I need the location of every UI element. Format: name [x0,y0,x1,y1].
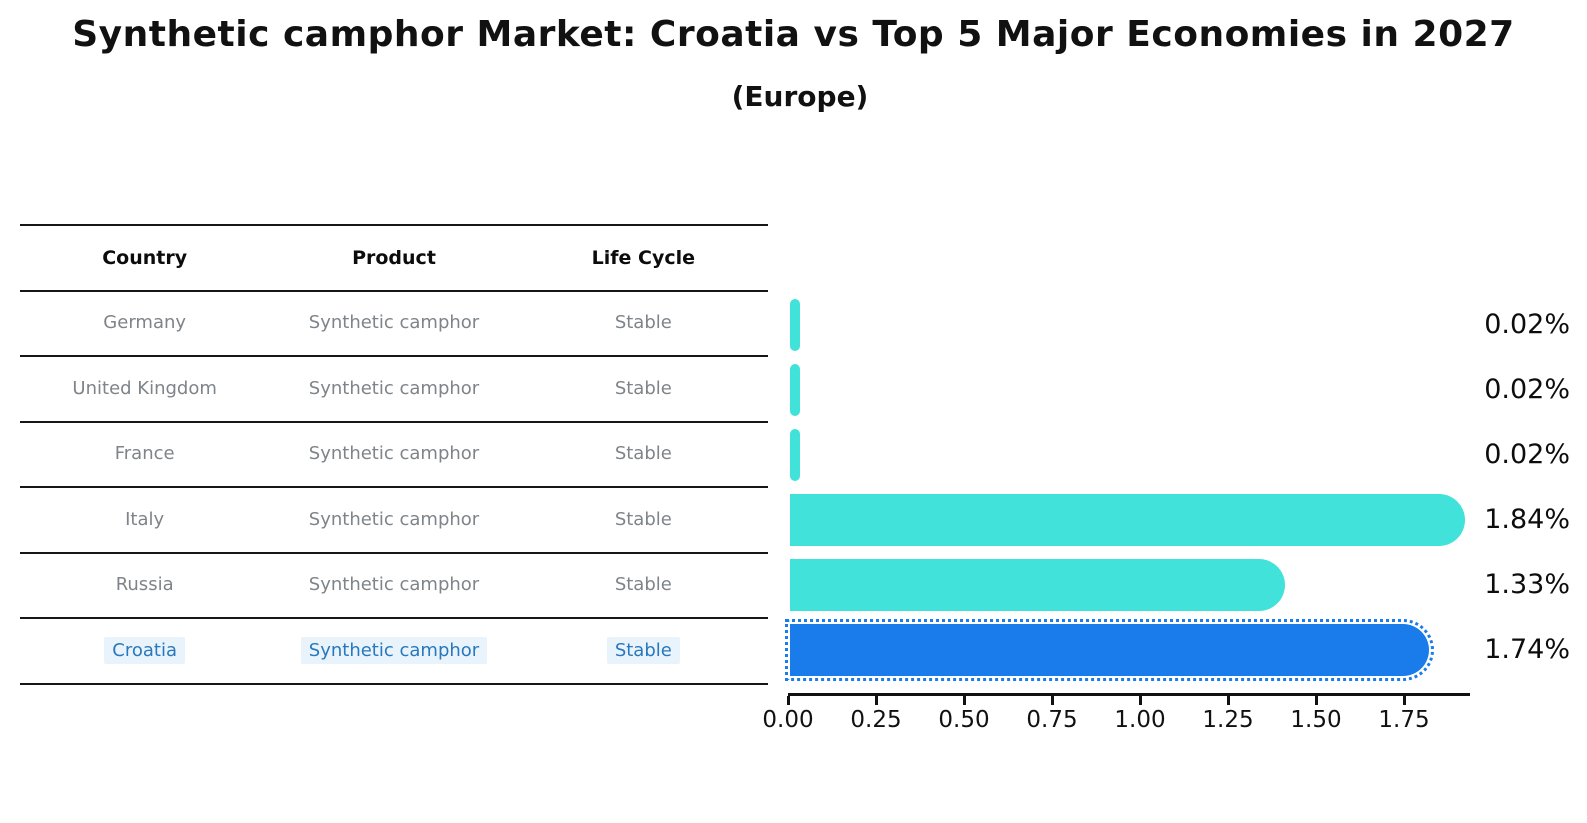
cell-country: Italy [20,509,269,530]
cell-life-cycle: Stable [519,509,768,530]
x-axis-tick [1139,696,1142,705]
table-row-france: France Synthetic camphor Stable [20,421,768,486]
table-divider [20,617,768,619]
life-cycle-label: Stable [614,377,672,399]
cell-product: Synthetic camphor [269,636,518,664]
x-axis-tick [787,696,790,705]
cell-product: Synthetic camphor [269,312,518,333]
table-divider [20,552,768,554]
x-axis-tick [1227,696,1230,705]
chart-title: Synthetic camphor Market: Croatia vs Top… [72,14,1515,55]
x-axis-tick [1051,696,1054,705]
table-row-italy: Italy Synthetic camphor Stable [20,486,768,552]
product-label: Synthetic camphor [300,636,488,664]
table-row-germany: Germany Synthetic camphor Stable [20,290,768,355]
bar-united-kingdom [790,364,800,416]
x-axis-tick-label: 0.00 [762,707,814,733]
cell-product: Synthetic camphor [269,443,518,464]
x-axis-tick-label: 0.25 [850,707,902,733]
table-divider [20,486,768,488]
x-axis-tick [875,696,878,705]
x-axis-tick [963,696,966,705]
country-label: Italy [125,508,165,530]
bar-germany [790,299,800,351]
cell-country: Germany [20,312,269,333]
life-cycle-label: Stable [614,312,672,333]
bar-italy [790,494,1465,546]
column-header-life-cycle: Life Cycle [591,247,696,269]
table-border-top [20,224,768,226]
cell-life-cycle: Stable [519,574,768,595]
life-cycle-label: Stable [614,508,672,530]
table-divider [20,421,768,423]
x-axis-tick [1315,696,1318,705]
product-label: Synthetic camphor [308,574,480,595]
table-row-united-kingdom: United Kingdom Synthetic camphor Stable [20,355,768,421]
cell-product: Synthetic camphor [269,509,518,530]
table-header-row: Country Product Life Cycle [20,226,768,290]
life-cycle-label: Stable [614,443,672,464]
cell-country: France [20,443,269,464]
x-axis-tick-label: 1.25 [1202,707,1254,733]
cell-life-cycle: Stable [519,312,768,333]
product-label: Synthetic camphor [308,443,480,464]
life-cycle-label: Stable [606,636,680,664]
cell-country: Russia [20,574,269,595]
cell-life-cycle: Stable [519,443,768,464]
x-axis-tick-label: 1.50 [1290,707,1342,733]
country-label: France [114,443,175,464]
product-label: Synthetic camphor [308,508,480,530]
chart-subtitle: (Europe) [731,80,869,113]
value-label-croatia: 1.74% [1484,634,1570,665]
country-label: Russia [115,574,174,595]
x-axis-tick [1403,696,1406,705]
product-label: Synthetic camphor [308,377,480,399]
x-axis-tick-label: 1.75 [1378,707,1430,733]
cell-product: Synthetic camphor [269,574,518,595]
value-label-germany: 0.02% [1484,309,1570,340]
bar-croatia [785,619,1434,681]
x-axis-tick-label: 1.00 [1114,707,1166,733]
x-axis-tick-label: 0.50 [938,707,990,733]
value-label-france: 0.02% [1484,439,1570,470]
country-label: Germany [103,312,187,333]
bar-russia [790,559,1285,611]
cell-country: Croatia [20,636,269,664]
column-header-product: Product [352,247,436,269]
cell-country: United Kingdom [20,378,269,399]
table-row-croatia: Croatia Synthetic camphor Stable [20,617,768,683]
bar-france [790,429,800,481]
x-axis-line [788,693,1470,696]
x-axis-tick-label: 0.75 [1026,707,1078,733]
value-label-united-kingdom: 0.02% [1484,374,1570,405]
country-label: United Kingdom [72,377,217,399]
life-cycle-label: Stable [614,574,672,595]
cell-life-cycle: Stable [519,378,768,399]
cell-life-cycle: Stable [519,636,768,664]
table-divider [20,355,768,357]
table-row-russia: Russia Synthetic camphor Stable [20,552,768,617]
product-label: Synthetic camphor [308,312,480,333]
country-label: Croatia [104,636,186,664]
value-label-italy: 1.84% [1484,504,1570,535]
cell-product: Synthetic camphor [269,378,518,399]
column-header-country: Country [102,247,188,269]
table-divider [20,290,768,292]
table-border-bottom [20,683,768,685]
value-label-russia: 1.33% [1484,569,1570,600]
